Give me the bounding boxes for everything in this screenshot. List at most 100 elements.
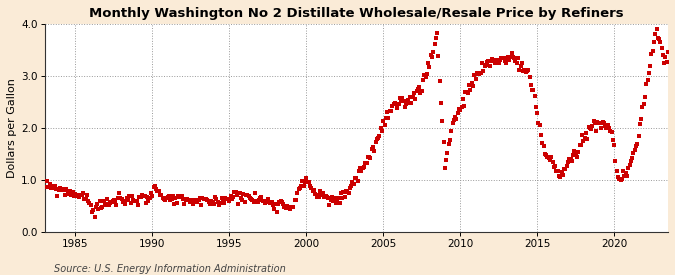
Point [554,173,564,178]
Point [424,65,435,69]
Point [656,46,667,51]
Point [492,58,503,62]
Point [355,166,366,171]
Point [465,88,476,92]
Point [72,193,82,197]
Point [649,40,659,44]
Point [358,165,369,169]
Point [189,197,200,202]
Point [40,185,51,189]
Point [55,186,65,190]
Point [242,193,252,197]
Point [200,197,211,202]
Point [425,53,436,57]
Point [223,197,234,201]
Point [404,101,414,105]
Point [400,104,410,109]
Point [237,198,248,202]
Point [495,58,506,62]
Point [432,31,443,35]
Point [97,205,108,210]
Point [213,203,224,207]
Point [106,200,117,205]
Point [624,163,635,167]
Point [608,138,618,142]
Point [69,194,80,198]
Point [122,196,132,200]
Point [57,187,68,191]
Point [556,170,567,174]
Point [651,27,662,31]
Point [194,196,205,201]
Point [378,119,389,123]
Point [356,168,367,173]
Point [634,122,645,126]
Point [377,129,387,133]
Point [543,156,554,160]
Point [159,197,169,202]
Point [647,49,658,53]
Point [348,181,359,186]
Point [240,193,251,197]
Point [327,194,338,199]
Point [234,191,245,196]
Point [491,59,502,64]
Point [351,176,362,180]
Point [193,198,204,202]
Point [483,59,494,63]
Point [663,50,674,54]
Point [526,88,537,93]
Point [151,186,161,191]
Point [662,60,672,64]
Point [66,193,77,197]
Point [401,101,412,106]
Point [274,200,285,204]
Point [458,97,468,101]
Point [333,196,344,200]
Point [468,84,479,88]
Point [606,130,617,134]
Point [475,71,486,75]
Point [165,198,176,202]
Point [251,199,262,203]
Point [455,108,466,112]
Point [375,126,386,130]
Point [641,82,651,86]
Point [139,194,150,199]
Point [586,127,597,131]
Point [533,121,544,125]
Point [297,179,308,183]
Point [510,59,521,63]
Point [381,110,392,115]
Point [587,123,598,128]
Point [518,69,529,73]
Point [583,125,594,130]
Point [531,105,541,109]
Point [308,188,319,192]
Point [46,186,57,191]
Point [639,102,649,106]
Point [123,198,134,203]
Point [342,190,353,194]
Point [294,186,305,190]
Point [341,189,352,193]
Point [183,198,194,202]
Point [247,198,258,202]
Point [575,143,586,147]
Point [254,196,265,201]
Point [547,160,558,164]
Point [370,140,381,145]
Point [155,193,165,197]
Point [134,195,145,199]
Point [408,91,419,95]
Point [240,200,250,204]
Point [146,191,157,195]
Point [532,111,543,115]
Point [508,55,518,59]
Point [95,199,105,204]
Point [280,206,291,210]
Point [259,199,269,204]
Point [300,180,310,184]
Point [59,193,70,197]
Point [411,89,422,93]
